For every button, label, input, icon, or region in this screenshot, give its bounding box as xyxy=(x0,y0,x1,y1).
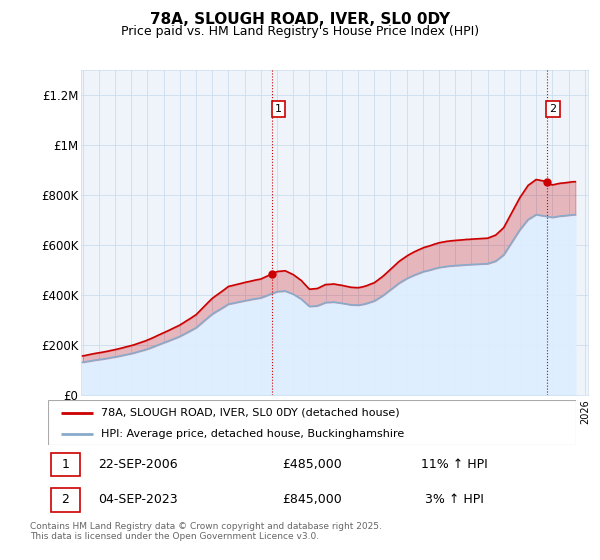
Text: £845,000: £845,000 xyxy=(282,493,342,506)
Text: 1: 1 xyxy=(275,104,282,114)
Text: 2: 2 xyxy=(61,493,69,506)
Text: 2: 2 xyxy=(550,104,557,114)
Text: Price paid vs. HM Land Registry's House Price Index (HPI): Price paid vs. HM Land Registry's House … xyxy=(121,25,479,38)
Text: 3% ↑ HPI: 3% ↑ HPI xyxy=(425,493,484,506)
Bar xyxy=(50,488,80,512)
Text: 04-SEP-2023: 04-SEP-2023 xyxy=(98,493,178,506)
Text: HPI: Average price, detached house, Buckinghamshire: HPI: Average price, detached house, Buck… xyxy=(101,428,404,438)
Text: 22-SEP-2006: 22-SEP-2006 xyxy=(98,458,178,471)
Text: 78A, SLOUGH ROAD, IVER, SL0 0DY (detached house): 78A, SLOUGH ROAD, IVER, SL0 0DY (detache… xyxy=(101,408,400,418)
Text: Contains HM Land Registry data © Crown copyright and database right 2025.
This d: Contains HM Land Registry data © Crown c… xyxy=(30,522,382,542)
Text: 1: 1 xyxy=(61,458,69,471)
Bar xyxy=(50,452,80,477)
Text: 78A, SLOUGH ROAD, IVER, SL0 0DY: 78A, SLOUGH ROAD, IVER, SL0 0DY xyxy=(150,12,450,27)
Text: £485,000: £485,000 xyxy=(282,458,342,471)
Text: 11% ↑ HPI: 11% ↑ HPI xyxy=(421,458,488,471)
